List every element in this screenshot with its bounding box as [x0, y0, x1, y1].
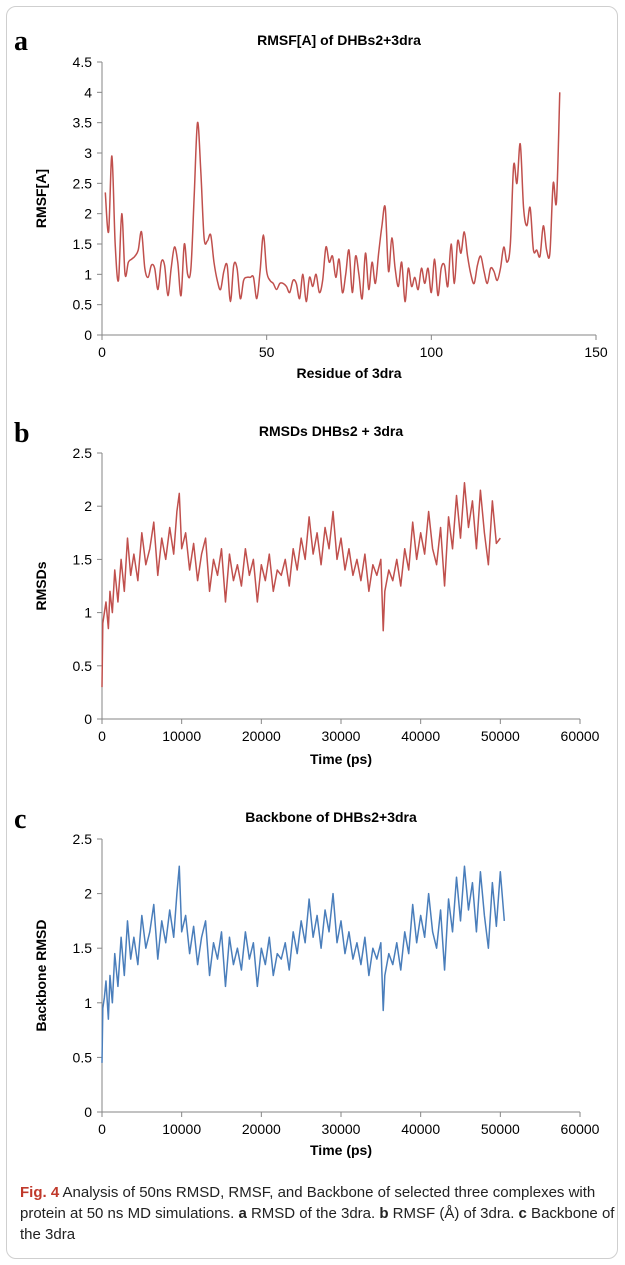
- series-line-b: [101, 482, 501, 688]
- y-tick-label-b: 0: [84, 711, 92, 727]
- chart-panel-a: a RMSF[A] of DHBs2+3dra 0 0.5 1 1.5 2 2.5 3 3.5 4 4…: [0, 20, 625, 400]
- x-tick-label-c: 50000: [481, 1121, 520, 1137]
- y-tick-label-c: 1.5: [73, 940, 93, 956]
- x-axis-title-b: Time (ps): [310, 751, 372, 767]
- y-tick-label-a: 2.5: [73, 175, 93, 191]
- panel-letter-b: b: [14, 418, 30, 449]
- figure-label: Fig. 4: [20, 1184, 60, 1201]
- x-tick-label-c: 0: [98, 1121, 106, 1137]
- caption-text-a: RMSD of the 3dra.: [246, 1205, 380, 1222]
- y-tick-label-a: 0: [84, 327, 92, 343]
- x-tick-label-b: 0: [98, 728, 106, 744]
- y-tick-label-b: 0.5: [73, 658, 93, 674]
- x-tick-label-c: 60000: [561, 1121, 600, 1137]
- y-tick-label-a: 3.5: [73, 115, 93, 131]
- figure-caption: Fig. 4 Analysis of 50ns RMSD, RMSF, and …: [20, 1182, 615, 1245]
- y-tick-label-b: 1.5: [73, 551, 93, 567]
- panel-letter-a: a: [14, 26, 28, 57]
- x-tick-label-a: 100: [420, 344, 444, 360]
- chart-title-c: Backbone of DHBs2+3dra: [245, 809, 417, 825]
- y-tick-label-a: 4.5: [73, 54, 93, 70]
- caption-text-c: Backbone of the 3dra: [20, 1205, 615, 1243]
- chart-b-svg: b RMSDs DHBs2 + 3dra 0 0.5 1 1.5 2 2.5 0 10000 200…: [14, 418, 600, 767]
- y-tick-label-b: 2.5: [73, 445, 93, 461]
- x-tick-label-a: 150: [584, 344, 608, 360]
- y-tick-label-b: 1: [84, 605, 92, 621]
- x-tick-label-c: 10000: [162, 1121, 201, 1137]
- x-tick-label-c: 20000: [242, 1121, 281, 1137]
- y-tick-label-a: 3: [84, 145, 92, 161]
- x-tick-label-b: 30000: [322, 728, 361, 744]
- y-tick-label-c: 0: [84, 1104, 92, 1120]
- y-tick-label-a: 2: [84, 206, 92, 222]
- x-tick-label-a: 0: [98, 344, 106, 360]
- x-tick-label-b: 20000: [242, 728, 281, 744]
- series-line-c: [101, 865, 506, 1063]
- chart-panel-b: b RMSDs DHBs2 + 3dra 0 0.5 1 1.5 2 2.5 0 10000 200…: [0, 410, 625, 790]
- chart-title-a: RMSF[A] of DHBs2+3dra: [257, 32, 421, 48]
- y-tick-label-c: 1: [84, 995, 92, 1011]
- caption-main-text: Analysis of 50ns RMSD, RMSF, and Backbon…: [20, 1184, 596, 1222]
- figure-frame: [6, 6, 618, 1259]
- y-tick-label-a: 0.5: [73, 297, 93, 313]
- x-axis-title-a: Residue of 3dra: [296, 365, 401, 381]
- chart-c-svg: c Backbone of DHBs2+3dra 0 0.5 1 1.5 2 2.5 0 1000…: [14, 804, 600, 1158]
- x-axis-title-c: Time (ps): [310, 1142, 372, 1158]
- chart-a-svg: a RMSF[A] of DHBs2+3dra 0 0.5 1 1.5 2 2.5 3 3.5 4 4…: [14, 26, 608, 381]
- caption-letter-c: c: [518, 1205, 527, 1222]
- x-tick-label-b: 10000: [162, 728, 201, 744]
- y-tick-label-c: 0.5: [73, 1049, 93, 1065]
- chart-title-b: RMSDs DHBs2 + 3dra: [259, 423, 404, 439]
- x-tick-label-b: 50000: [481, 728, 520, 744]
- x-tick-label-c: 30000: [322, 1121, 361, 1137]
- y-tick-label-b: 2: [84, 498, 92, 514]
- x-tick-label-a: 50: [259, 344, 275, 360]
- y-tick-label-a: 4: [84, 84, 92, 100]
- x-tick-label-b: 60000: [561, 728, 600, 744]
- caption-letter-b: b: [379, 1205, 389, 1222]
- y-axis-title-b: RMSDs: [33, 561, 49, 610]
- chart-panel-c: c Backbone of DHBs2+3dra 0 0.5 1 1.5 2 2.5 0 1000…: [0, 796, 625, 1176]
- panel-letter-c: c: [14, 804, 26, 835]
- y-axis-title-c: Backbone RMSD: [33, 919, 49, 1031]
- caption-text-b: RMSF (Å) of 3dra.: [388, 1205, 519, 1222]
- series-line-a: [104, 92, 561, 303]
- x-tick-label-c: 40000: [401, 1121, 440, 1137]
- caption-letter-a: a: [238, 1205, 247, 1222]
- y-axis-title-a: RMSF[A]: [33, 169, 49, 228]
- y-tick-label-c: 2: [84, 886, 92, 902]
- y-tick-label-c: 2.5: [73, 831, 93, 847]
- x-tick-label-b: 40000: [401, 728, 440, 744]
- y-tick-label-a: 1.5: [73, 236, 93, 252]
- y-tick-label-a: 1: [84, 266, 92, 282]
